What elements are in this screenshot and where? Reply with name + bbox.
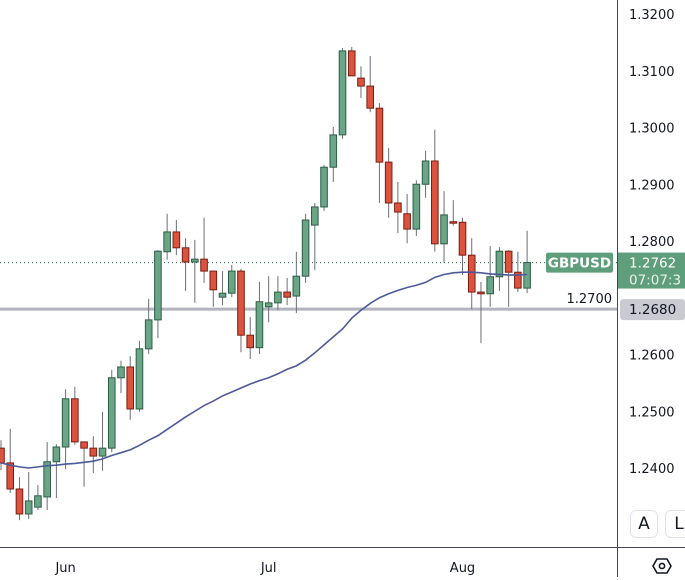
candle-up [227,270,236,294]
candle-up [421,160,430,185]
candle-down [15,488,24,515]
candle-down [403,213,411,230]
candle-down [514,271,522,289]
candle-up [495,250,504,278]
candle-up [163,231,171,253]
candle-up [292,275,301,297]
candle-up [43,461,51,498]
candle-down [347,50,356,77]
candle-down [375,107,384,163]
candle-up [52,446,61,463]
moving-average-line [0,271,528,469]
price-tick-label: 1.2500 [629,405,675,420]
candle-up [61,398,70,448]
price-tick-label: 1.2700 [567,292,613,307]
candle-down [477,291,485,295]
price-tick-label: 1.3000 [629,122,675,137]
price-tick-label: 1.3200 [629,8,675,23]
candle-up [264,302,273,308]
candle-down [366,85,374,109]
candle-down [246,334,255,349]
candle-up [98,447,107,457]
candle-down [283,291,291,298]
price-tick-label: 1.2900 [629,178,675,193]
candle-up [117,366,125,379]
countdown-label: 07:07:3 [629,273,681,289]
price-tick-label: 1.3100 [629,65,675,80]
candle-up [154,250,162,321]
price-axis[interactable]: 1.2400 1.2500 1.2600 1.2700 1.2800 1.2900 1.30… [567,8,675,477]
time-axis[interactable]: Jun Jul Aug [54,561,475,576]
candle-down [357,77,365,87]
candle-up [320,166,328,208]
log-scale-label: L [674,514,684,534]
candle-up [107,377,116,449]
candle-up [24,500,33,515]
candle-down [200,258,208,272]
log-scale-button[interactable]: L [665,510,685,538]
candle-up [191,258,199,263]
candle-up [144,319,153,350]
candle-down [209,270,218,291]
candle-up [34,495,42,508]
hline-price-label: 1.2680 [629,302,676,318]
candle-down [431,160,439,245]
price-tick-label: 1.2400 [629,462,675,477]
candle-up [311,206,319,226]
candle-down [126,366,135,410]
candle-down [237,270,245,336]
auto-scale-label: A [638,514,650,534]
candle-down [504,250,513,273]
candle-up [135,348,144,410]
candle-down [0,447,5,464]
hline-price-label-bg [620,299,685,321]
candle-up [412,183,421,230]
plot-area [0,46,617,521]
candle-up [329,134,338,168]
candle-down [6,462,15,490]
candle-down [384,161,393,204]
candle-up [338,50,347,136]
symbol-label: GBPUSD [548,256,611,272]
candle-down [172,231,181,249]
price-tick-label: 1.2600 [629,349,675,364]
candle-up [301,219,310,277]
candle-up [218,292,227,298]
time-tick-label: Jun [54,561,75,576]
price-tick-label: 1.2800 [629,235,675,250]
candle-down [449,221,458,224]
hexagon-settings-icon [652,558,672,574]
candle-down [458,221,467,256]
last-price-label: 1.2762 [629,256,676,272]
time-tick-label: Jul [260,561,277,576]
time-tick-label: Aug [450,561,475,576]
candle-down [89,447,98,457]
candle-up [274,291,282,304]
auto-scale-button[interactable]: A [630,510,658,538]
candle-down [181,247,190,263]
candle-up [486,276,494,295]
candle-down [467,254,476,293]
candle-up [440,214,448,245]
candle-down [71,398,79,443]
symbol-label-bg [546,252,613,273]
settings-button[interactable] [650,556,674,576]
candle-down [394,202,402,213]
candle-down [80,441,88,449]
last-price-label-bg [618,252,685,289]
candle-up [255,301,264,349]
